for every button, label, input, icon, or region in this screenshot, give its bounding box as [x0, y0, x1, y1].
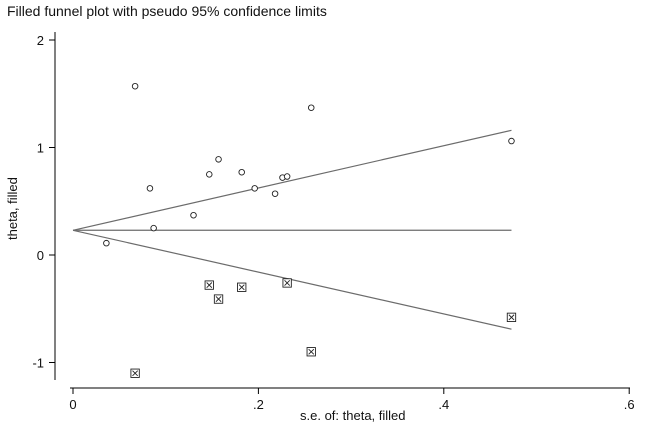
observed-study-point	[508, 137, 515, 145]
observed-study-point	[215, 156, 222, 163]
observed-study-point	[271, 190, 279, 197]
observed-study-point	[150, 224, 157, 232]
filled-point-cross	[215, 296, 222, 302]
observed-study-point	[238, 168, 245, 176]
reference-lines	[72, 129, 512, 330]
lower-confidence-limit	[72, 229, 512, 330]
observed-study-point	[190, 211, 197, 219]
observed-study-point	[251, 185, 258, 192]
y-tick-label: -1	[32, 356, 44, 371]
filled-study-point	[213, 294, 224, 304]
observed-study-point	[283, 173, 291, 180]
observed-study-point	[307, 104, 315, 111]
y-axis: -1 0 1 2	[32, 32, 56, 380]
x-axis-label: s.e. of: theta, filled	[300, 408, 406, 423]
filled-study-point	[306, 347, 316, 357]
y-axis-label: theta, filled	[5, 177, 20, 240]
x-axis: 0 .2 .4 .6	[69, 387, 635, 412]
filled-study-point	[130, 368, 140, 378]
y-tick-label: 2	[37, 33, 44, 48]
x-tick-label: .2	[253, 397, 264, 412]
filled-point-cross	[206, 282, 213, 289]
filled-point-cross	[284, 280, 291, 286]
filled-study-point	[204, 280, 214, 290]
filled-study-point	[237, 282, 247, 292]
observed-study-point	[103, 239, 110, 247]
filled-point-cross	[308, 348, 315, 355]
filled-study-point	[506, 312, 517, 322]
x-tick-label: .6	[624, 397, 635, 412]
observed-study-point	[146, 185, 154, 192]
data-points	[103, 82, 517, 378]
upper-confidence-limit	[72, 129, 512, 231]
filled-point-cross	[132, 370, 139, 377]
y-tick-label: 1	[37, 141, 44, 156]
x-tick-label: .4	[438, 397, 449, 412]
filled-point-cross	[508, 314, 515, 321]
filled-point-cross	[238, 284, 245, 291]
x-tick-label: 0	[69, 397, 76, 412]
y-tick-label: 0	[37, 248, 44, 263]
filled-study-point	[282, 278, 292, 288]
observed-study-point	[206, 171, 213, 178]
chart-title: Filled funnel plot with pseudo 95% confi…	[7, 3, 327, 19]
observed-study-point	[131, 82, 139, 90]
